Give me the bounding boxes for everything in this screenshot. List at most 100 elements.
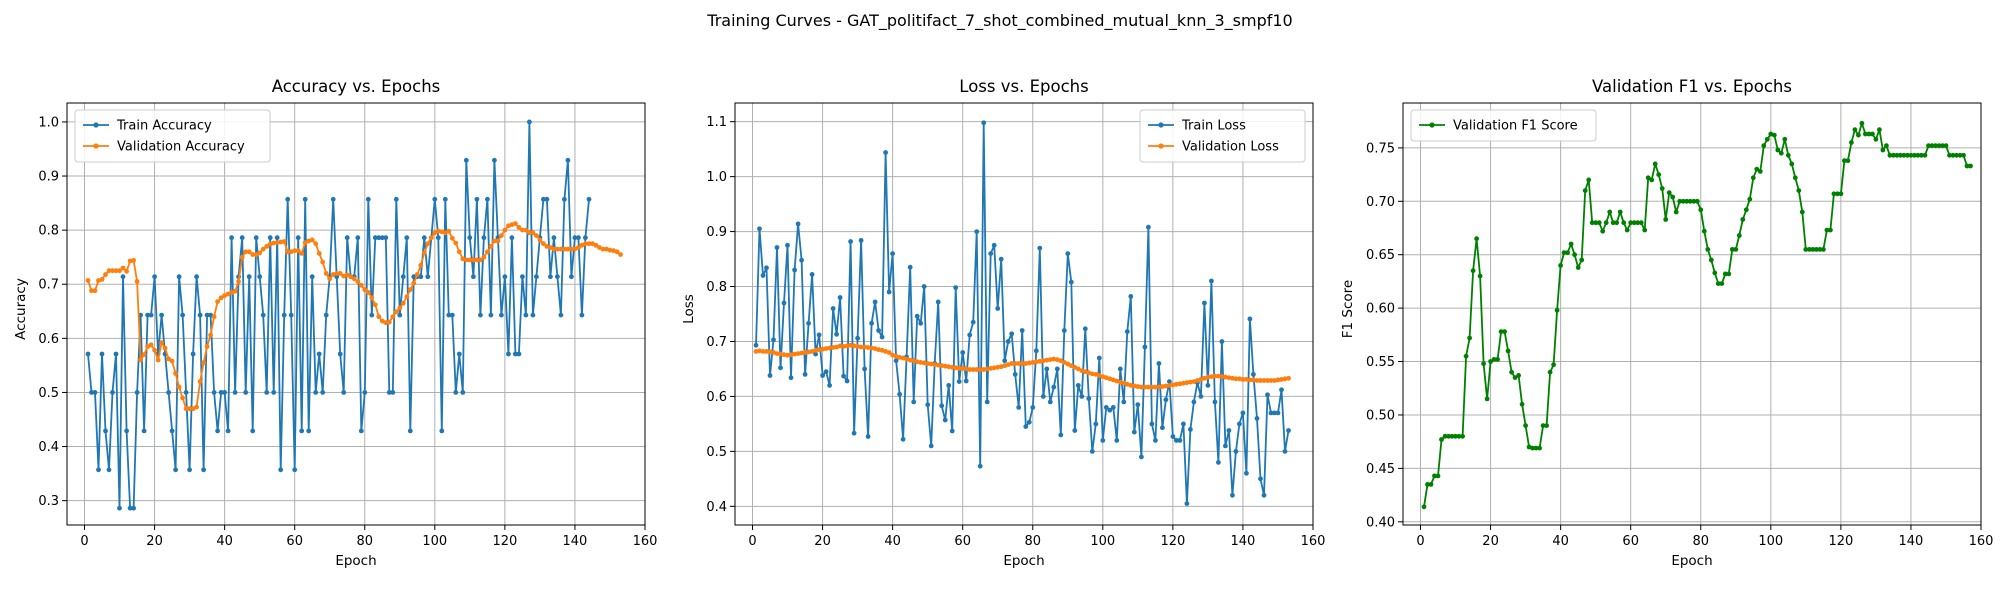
loss-ytick-label: 0.9 [706,225,727,240]
loss-series-1-point [823,346,829,351]
accuracy-series-0-point [176,274,182,280]
f1-series-0-point [1596,220,1602,226]
accuracy-series-0-point [541,196,546,202]
loss-series-0-point [1265,392,1270,398]
loss-xtick-label: 100 [1090,534,1115,549]
f1-series-0-point [1449,433,1455,439]
f1-series-0-point [1789,161,1795,167]
f1-series-0-point [1582,188,1588,194]
accuracy-series-0-point [358,428,364,434]
accuracy-series-0-point [124,428,129,434]
accuracy-series-1-point [187,406,193,412]
loss-series-1-point [1047,357,1053,362]
loss-series-0-point [1124,329,1130,334]
loss-series-0-point [1160,425,1165,431]
loss-series-1-point [1149,384,1155,390]
f1-series-0-point [1484,396,1490,402]
loss-series-1-point [774,351,780,356]
loss-series-0-point [998,256,1004,262]
f1-series-0-point [1467,335,1472,341]
accuracy-series-0-point [306,428,312,434]
f1-series-0-point [1551,362,1556,368]
f1-series-0-point [1561,250,1567,256]
accuracy-series-0-point [285,196,291,202]
accuracy-series-0-point [551,235,557,241]
loss-series-1-point [904,356,909,362]
accuracy-series-0-point [432,196,438,202]
accuracy-series-1-point [362,287,368,293]
accuracy-series-0-point [502,274,508,280]
f1-series-0-point [1947,152,1952,158]
loss-series-0-point [858,238,864,243]
f1-series-0-point [1481,361,1486,367]
loss-series-1-point [984,366,990,372]
accuracy-series-1-point [106,268,112,274]
loss-series-0-point [1268,410,1274,416]
loss-series-1-point [1240,377,1246,382]
loss-series-0-point [1261,492,1267,498]
loss-series-0-point [1047,399,1053,405]
accuracy-ytick-label: 0.3 [38,494,59,509]
loss-series-1-point [1131,383,1137,389]
accuracy-series-0-point [446,312,452,318]
f1-series-0-point [1863,131,1868,137]
accuracy-series-0-point [145,312,151,318]
loss-series-1-point [907,357,913,363]
loss-xtick-label: 140 [1231,534,1256,549]
f1-series-0-point [1558,263,1563,268]
accuracy-series-1-point [523,227,529,233]
f1-xtick-label: 0 [1416,534,1424,549]
loss-series-0-point [1030,405,1036,410]
f1-series-0-point [1687,198,1693,204]
loss-legend-marker [1158,143,1164,149]
loss-series-0-point [1005,339,1011,344]
accuracy-series-0-point [211,390,217,395]
loss-series-0-point [827,383,832,388]
loss-series-0-point [837,295,843,300]
accuracy-series-0-point [516,351,522,357]
panel-loss-ylabel: Loss [681,294,697,324]
f1-series-0-point [1442,433,1448,439]
accuracy-series-1-point [215,299,221,304]
f1-series-0-point [1537,445,1542,451]
accuracy-series-0-point [548,274,553,280]
accuracy-series-1-point [614,249,620,255]
f1-series-0-point [1680,198,1686,204]
f1-series-0-point [1617,209,1623,215]
accuracy-series-0-point [376,235,382,241]
f1-series-0-point [1961,152,1966,158]
f1-ytick-label: 0.40 [1366,515,1395,530]
f1-series-0-point [1757,169,1763,174]
loss-series-0-point [799,257,804,263]
loss-series-0-point [816,332,822,338]
loss-series-0-point [855,335,860,341]
loss-ytick-label: 0.4 [706,500,727,515]
accuracy-series-1-point [92,288,98,294]
loss-series-1-point [858,344,864,350]
loss-series-1-point [1258,378,1263,383]
f1-series-0-point [1568,241,1574,247]
accuracy-series-0-point [120,274,126,280]
accuracy-series-0-point [106,467,112,473]
f1-series-0-point [1684,198,1690,204]
loss-series-1-point [1160,384,1165,389]
accuracy-series-1-point [176,384,182,390]
accuracy-series-1-point [327,276,333,282]
accuracy-series-1-point [421,250,427,256]
loss-series-0-point [1149,421,1155,427]
f1-series-0-point [1901,152,1907,158]
loss-series-0-point [753,342,759,348]
f1-series-0-point [1856,132,1861,138]
accuracy-series-0-point [583,235,588,241]
accuracy-series-0-point [386,390,392,395]
accuracy-series-1-point [281,239,287,244]
f1-series-0-point [1782,136,1788,142]
loss-series-1-point [1230,375,1235,381]
f1-series-0-point [1792,175,1798,181]
accuracy-series-1-point [586,241,592,247]
panel-f1-title: Validation F1 vs. Epochs [1592,77,1792,96]
loss-series-0-point [1061,328,1067,333]
loss-series-0-point [1237,421,1242,427]
f1-series-0-point [1831,191,1837,197]
loss-series-1-point [1146,384,1151,390]
